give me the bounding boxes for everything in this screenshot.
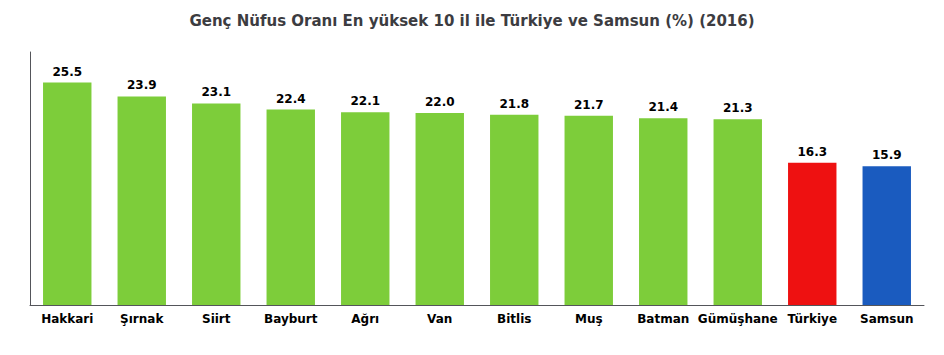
svg-text:25.5: 25.5 xyxy=(52,65,82,79)
svg-text:Siirt: Siirt xyxy=(202,312,231,326)
svg-text:22.4: 22.4 xyxy=(276,92,306,106)
svg-text:22.1: 22.1 xyxy=(350,94,380,108)
svg-text:Batman: Batman xyxy=(637,312,689,326)
svg-text:21.8: 21.8 xyxy=(499,97,529,111)
svg-text:21.7: 21.7 xyxy=(574,98,604,112)
svg-text:21.4: 21.4 xyxy=(648,100,678,114)
svg-text:Şırnak: Şırnak xyxy=(120,312,164,326)
svg-text:22.0: 22.0 xyxy=(425,95,455,109)
svg-text:Genç Nüfus Oranı En yüksek 10: Genç Nüfus Oranı En yüksek 10 il ile Tür… xyxy=(189,12,754,30)
svg-text:Hakkari: Hakkari xyxy=(41,312,93,326)
svg-text:Samsun: Samsun xyxy=(860,312,913,326)
svg-text:Muş: Muş xyxy=(575,312,603,326)
svg-text:Bayburt: Bayburt xyxy=(264,312,318,326)
svg-text:Türkiye: Türkiye xyxy=(787,312,837,326)
svg-text:Gümüşhane: Gümüşhane xyxy=(698,312,778,326)
svg-text:Bitlis: Bitlis xyxy=(497,312,531,326)
svg-text:Van: Van xyxy=(427,312,452,326)
svg-text:16.3: 16.3 xyxy=(797,145,827,159)
svg-text:21.3: 21.3 xyxy=(723,101,753,115)
svg-text:15.9: 15.9 xyxy=(872,148,902,162)
svg-text:23.9: 23.9 xyxy=(127,78,157,92)
svg-text:Ağrı: Ağrı xyxy=(351,312,379,326)
svg-text:23.1: 23.1 xyxy=(201,85,231,99)
